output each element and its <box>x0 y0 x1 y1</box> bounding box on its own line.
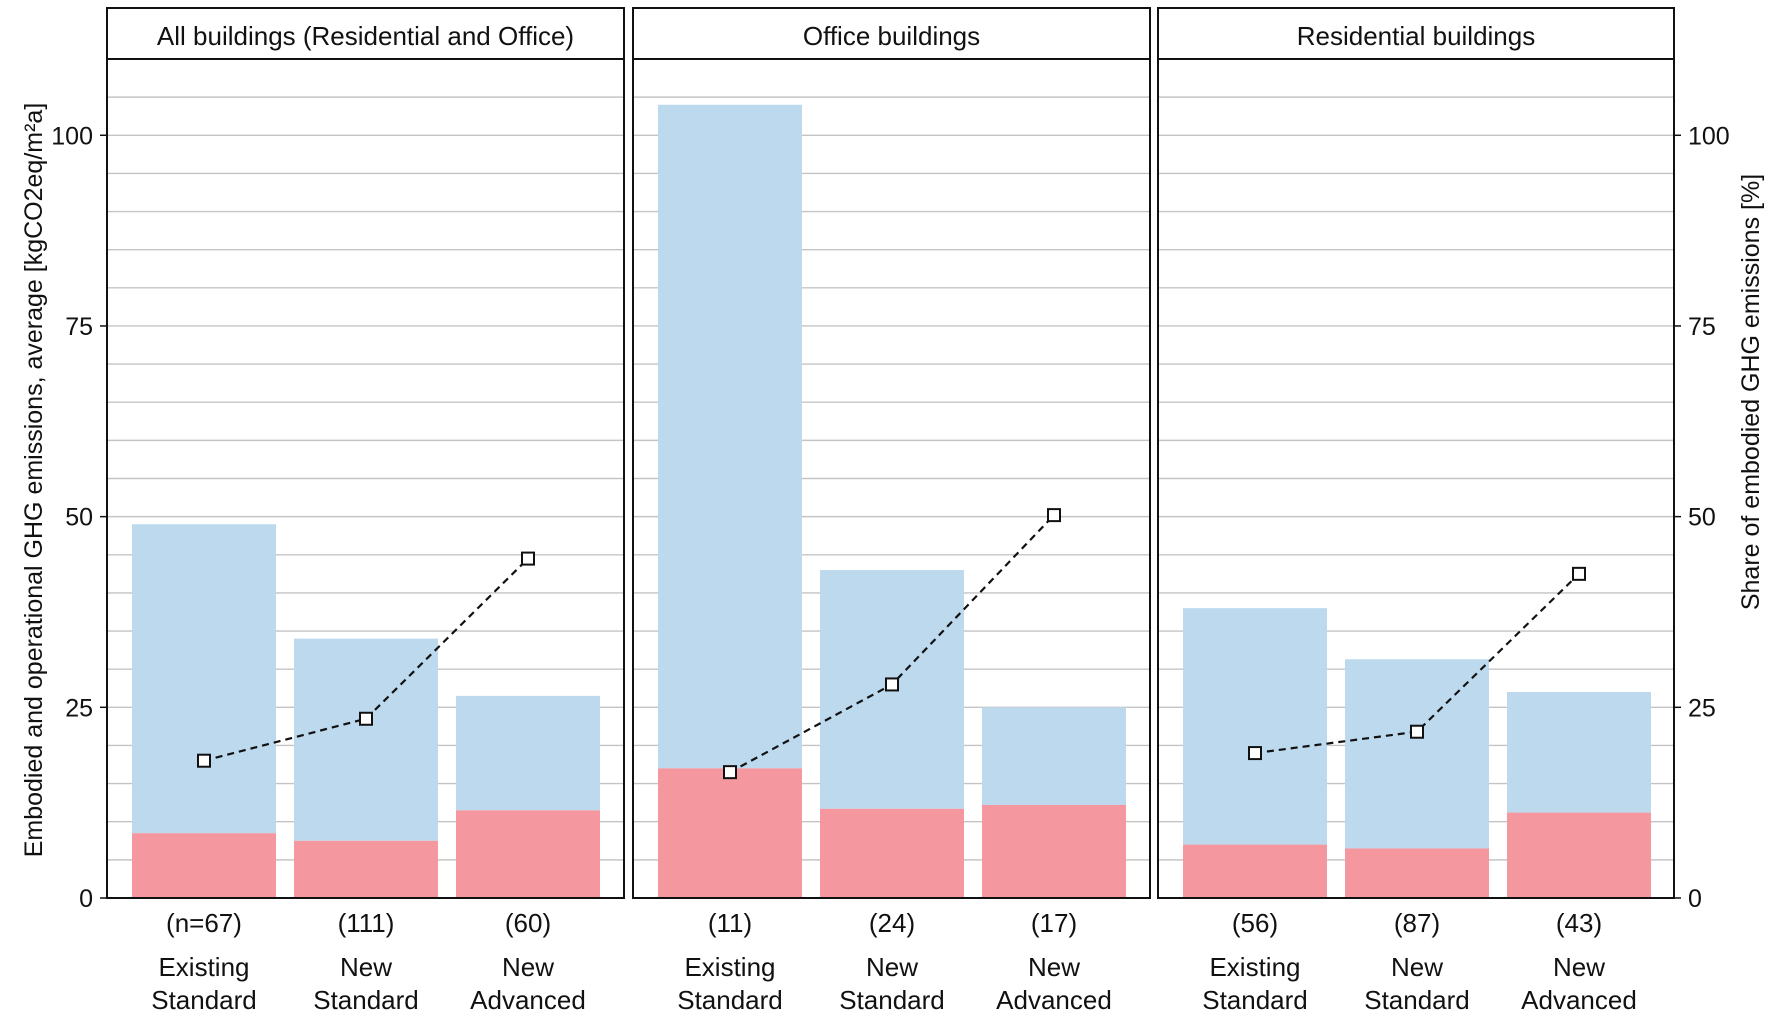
y-tick-label: 25 <box>65 694 93 722</box>
bar-operational <box>658 104 802 769</box>
category-count-label: (n=67) <box>166 908 242 938</box>
category-label-line1: New <box>340 952 392 982</box>
y-tick-label: 50 <box>65 504 93 532</box>
category-label-line2: Advanced <box>470 985 586 1015</box>
category-label-line2: Standard <box>151 985 257 1015</box>
panel-frame <box>106 58 625 899</box>
bar-embodied <box>456 810 600 898</box>
text-layer: (n=67)ExistingStandard(111)NewStandard(6… <box>51 21 1729 1015</box>
y-tick-label: 75 <box>65 313 93 341</box>
lines-layer <box>197 508 1586 780</box>
frame-layer <box>100 7 1681 899</box>
bar-embodied <box>1345 848 1489 898</box>
panel-title: All buildings (Residential and Office) <box>157 21 574 51</box>
category-label-line2: Advanced <box>1521 985 1637 1015</box>
category-label-line2: Standard <box>313 985 419 1015</box>
y2-tick-label: 25 <box>1688 694 1716 722</box>
share-point <box>885 677 899 692</box>
y-tick-label: 0 <box>79 885 93 913</box>
panel-title: Residential buildings <box>1297 21 1535 51</box>
bar-embodied <box>1183 844 1327 898</box>
category-label-line1: Existing <box>1209 952 1300 982</box>
bar-operational <box>132 524 276 834</box>
category-count-label: (24) <box>869 908 915 938</box>
bar-embodied <box>658 768 802 898</box>
category-count-label: (111) <box>338 908 395 938</box>
share-point <box>1248 746 1262 761</box>
category-label-line1: Existing <box>684 952 775 982</box>
bar-embodied <box>1507 812 1651 898</box>
category-count-label: (43) <box>1556 908 1602 938</box>
bar-embodied <box>132 833 276 898</box>
category-label-line1: New <box>502 952 554 982</box>
category-count-label: (56) <box>1232 908 1278 938</box>
share-point <box>1572 566 1586 581</box>
category-count-label: (17) <box>1031 908 1077 938</box>
panel-title-box <box>1157 7 1675 60</box>
bar-embodied <box>820 808 964 898</box>
bar-operational <box>294 638 438 841</box>
category-label-line1: Existing <box>158 952 249 982</box>
share-point <box>197 753 211 768</box>
share-point <box>1047 508 1061 523</box>
share-point <box>723 765 737 780</box>
category-label-line1: New <box>866 952 918 982</box>
category-label-line1: New <box>1391 952 1443 982</box>
category-label-line2: Standard <box>839 985 945 1015</box>
panel-frame <box>632 58 1151 899</box>
category-label-line1: New <box>1028 952 1080 982</box>
bar-embodied <box>982 804 1126 898</box>
category-label-line1: New <box>1553 952 1605 982</box>
share-point <box>1410 724 1424 739</box>
bar-operational <box>1345 659 1489 849</box>
y-axis-label: Embodied and operational GHG emissions, … <box>20 103 48 858</box>
y2-tick-label: 75 <box>1688 313 1716 341</box>
panel-title: Office buildings <box>803 21 980 51</box>
bar-operational <box>1183 608 1327 845</box>
category-count-label: (11) <box>708 908 752 938</box>
bar-operational <box>456 695 600 811</box>
category-label-line2: Advanced <box>996 985 1112 1015</box>
bars-layer <box>132 104 1651 898</box>
y2-tick-label: 0 <box>1688 885 1702 913</box>
bar-embodied <box>294 840 438 898</box>
y2-tick-label: 50 <box>1688 504 1716 532</box>
category-label-line2: Standard <box>677 985 783 1015</box>
share-point <box>359 711 373 726</box>
category-count-label: (87) <box>1394 908 1440 938</box>
share-line <box>1254 573 1580 755</box>
category-count-label: (60) <box>505 908 551 938</box>
share-point <box>521 551 535 566</box>
y2-axis-label: Share of embodied GHG emissions [%] <box>1737 174 1765 610</box>
category-label-line2: Standard <box>1202 985 1308 1015</box>
panel-title-box <box>106 7 625 60</box>
y2-tick-label: 100 <box>1688 122 1730 150</box>
bar-operational <box>1507 692 1651 813</box>
panel-frame <box>1157 58 1675 899</box>
y-tick-label: 100 <box>51 122 93 150</box>
bar-operational <box>982 707 1126 805</box>
category-label-line2: Standard <box>1364 985 1470 1015</box>
